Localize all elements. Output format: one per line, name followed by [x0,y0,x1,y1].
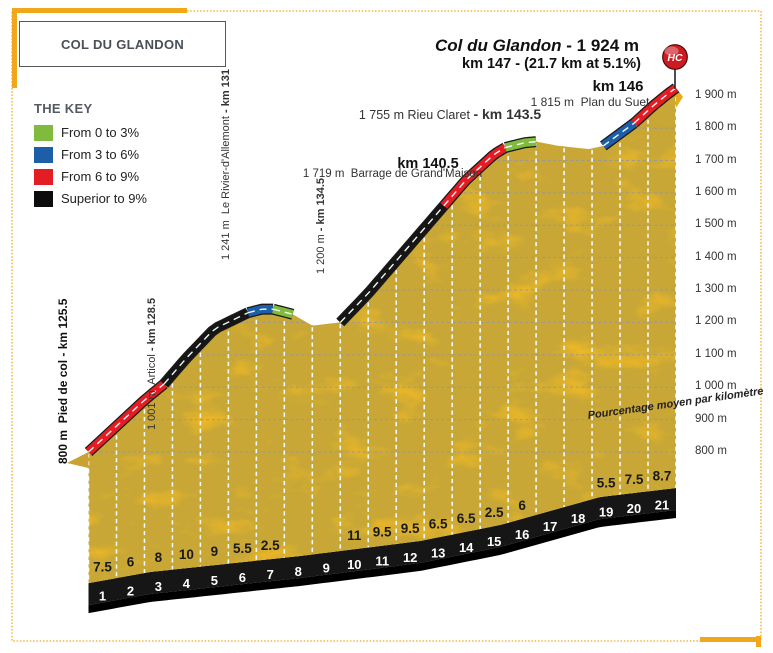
svg-text:HC: HC [667,52,683,64]
